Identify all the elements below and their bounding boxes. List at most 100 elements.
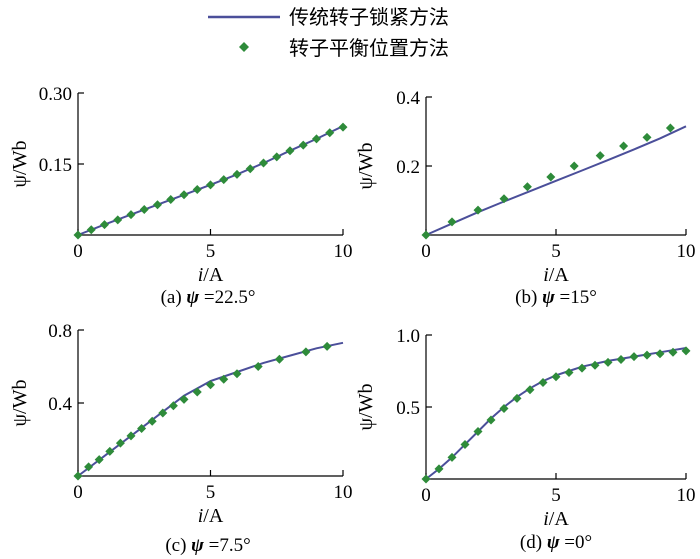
data-point (577, 363, 587, 373)
y-tick-label: 1.0 (396, 326, 420, 347)
x-axis-label-unit: /A (203, 264, 224, 286)
caption-symbol: ψ (191, 535, 204, 556)
data-point (619, 141, 629, 151)
panel-caption: (a) ψ =22.5° (161, 287, 256, 308)
x-tick-label: 0 (73, 482, 83, 503)
data-point (322, 341, 332, 351)
y-tick-label: 0.4 (48, 394, 72, 415)
x-tick-label: 0 (421, 241, 431, 262)
y-tick-label: 0.8 (48, 321, 72, 342)
data-point (681, 346, 691, 356)
y-tick-label: 0.5 (396, 398, 420, 419)
series-line (425, 125, 687, 236)
data-point (192, 387, 202, 397)
caption-suffix: =7.5° (204, 535, 251, 556)
data-point (569, 161, 579, 171)
data-point (564, 367, 574, 377)
x-axis-label-var: i (198, 264, 204, 286)
data-point (126, 210, 136, 220)
x-tick-label: 10 (677, 241, 696, 262)
data-point (179, 394, 189, 404)
panel-c: 0 5 10 0.4 0.8 i/A ψ/Wb (c) ψ =7.5° (9, 321, 353, 556)
data-point (86, 225, 96, 235)
data-point (137, 424, 147, 434)
data-point (421, 230, 431, 240)
data-point (285, 146, 295, 156)
data-point (325, 128, 335, 138)
legend: 传统转子锁紧方法 转子平衡位置方法 (208, 5, 449, 60)
data-point (525, 385, 535, 395)
x-axis-label-unit: /A (549, 264, 570, 286)
caption-suffix: =22.5° (199, 287, 255, 308)
x-axis-label-unit: /A (549, 508, 570, 530)
data-point (298, 140, 308, 150)
data-point (253, 362, 263, 371)
data-point (665, 123, 675, 133)
data-point (232, 369, 242, 379)
data-point (179, 190, 189, 200)
data-point (219, 175, 229, 185)
x-axis-label-var: i (543, 264, 549, 286)
data-point (147, 416, 157, 426)
data-point (447, 217, 457, 227)
x-axis-label-unit: /A (203, 505, 224, 527)
data-point (655, 349, 665, 359)
x-tick-label: 10 (334, 482, 353, 503)
data-point (642, 132, 652, 142)
data-point (126, 431, 136, 441)
data-point (272, 152, 282, 162)
caption-symbol: ψ (547, 532, 560, 553)
data-point (73, 230, 83, 240)
data-point (473, 205, 483, 215)
x-axis-label-var: i (543, 508, 549, 530)
x-tick-label: 10 (677, 485, 696, 506)
y-axis-label: ψ/Wb (9, 380, 31, 427)
legend-label-2: 转子平衡位置方法 (289, 36, 449, 60)
data-point (94, 455, 104, 465)
y-axis-label: ψ/Wb (355, 143, 377, 190)
data-point (538, 378, 548, 388)
data-point (460, 439, 470, 449)
data-point (219, 374, 229, 384)
panels: 0 5 10 0.15 0.30 i/A ψ/Wb (a) ψ =22.5° 0 5 10 0.2 0.… (9, 84, 696, 556)
x-tick-label: 5 (551, 241, 561, 262)
data-point (629, 352, 639, 362)
data-point (245, 164, 255, 174)
y-tick-label: 0.4 (396, 88, 420, 109)
x-tick-label: 0 (421, 485, 431, 506)
x-tick-label: 5 (206, 241, 216, 262)
data-point (603, 357, 613, 367)
panel-caption: (b) ψ =15° (515, 287, 597, 308)
y-tick-label: 0.15 (39, 155, 72, 176)
x-axis-label: i/A (543, 264, 569, 286)
data-point (73, 471, 83, 481)
data-point (551, 372, 561, 382)
data-point (499, 194, 509, 204)
x-tick-label: 10 (334, 241, 353, 262)
data-point (486, 415, 496, 425)
panel-a: 0 5 10 0.15 0.30 i/A ψ/Wb (a) ψ =22.5° (9, 84, 353, 308)
y-axis-label: ψ/Wb (355, 384, 377, 431)
series-line (77, 341, 344, 477)
legend-marker-swatch (239, 42, 249, 52)
x-axis-label: i/A (198, 264, 224, 286)
data-point (546, 172, 556, 182)
data-point (115, 438, 125, 448)
data-point (232, 169, 242, 179)
data-point (312, 134, 321, 144)
data-point (192, 185, 202, 195)
data-point (512, 393, 522, 403)
data-point (473, 426, 483, 436)
data-point (274, 354, 284, 364)
caption-symbol: ψ (186, 287, 199, 308)
data-point (166, 195, 176, 204)
data-point (668, 347, 678, 357)
data-point (338, 122, 348, 132)
data-point (590, 360, 600, 370)
x-axis-label: i/A (543, 508, 569, 530)
data-point (259, 158, 268, 168)
data-point (168, 401, 178, 411)
caption-suffix: =15° (555, 287, 597, 308)
data-point (642, 350, 652, 360)
legend-label-1: 传统转子锁紧方法 (289, 5, 449, 29)
